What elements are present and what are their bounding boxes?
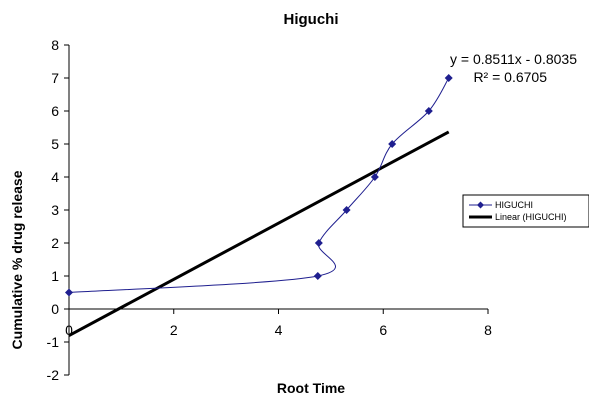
markers-layer bbox=[65, 74, 453, 297]
axes bbox=[64, 44, 489, 376]
data-point-marker bbox=[444, 74, 453, 82]
data-point-marker bbox=[313, 272, 322, 280]
chart-title: Higuchi bbox=[284, 11, 339, 28]
x-tick-label: 8 bbox=[484, 322, 492, 338]
y-tick-label: 1 bbox=[51, 268, 59, 284]
x-tick-label: 0 bbox=[65, 322, 73, 338]
data-point-marker bbox=[388, 140, 397, 148]
trendline-layer bbox=[68, 130, 450, 337]
data-point-marker bbox=[370, 173, 379, 181]
y-tick-label: 5 bbox=[51, 136, 59, 152]
trendline bbox=[68, 130, 450, 337]
data-point-marker bbox=[342, 206, 351, 214]
tick-labels: -2 -1 0 1 2 3 4 5 6 7 8 0 2 4 6 8 bbox=[47, 37, 493, 383]
data-point-marker bbox=[424, 107, 433, 115]
y-axis-title: Cumulative % drug release bbox=[9, 170, 25, 349]
series-line-higuchi bbox=[68, 77, 450, 293]
series-layer bbox=[68, 77, 450, 293]
trend-r-squared: R² = 0.6705 bbox=[473, 69, 547, 85]
x-tick-label: 4 bbox=[275, 322, 283, 338]
y-tick-label: 8 bbox=[51, 37, 59, 53]
data-point-marker bbox=[314, 239, 323, 247]
y-tick-label: 0 bbox=[51, 301, 59, 317]
y-tick-label: -2 bbox=[47, 367, 60, 383]
legend-label-higuchi: HIGUCHI bbox=[495, 200, 533, 210]
legend-box bbox=[462, 194, 589, 228]
data-point-marker bbox=[65, 288, 73, 297]
y-tick-label: 2 bbox=[51, 235, 59, 251]
x-axis-title: Root Time bbox=[277, 380, 345, 396]
x-tick-label: 2 bbox=[170, 322, 178, 338]
trend-equation: y = 0.8511x - 0.8035 bbox=[450, 51, 577, 67]
legend-marker-higuchi bbox=[477, 201, 484, 209]
legend: HIGUCHI Linear (HIGUCHI) bbox=[462, 194, 589, 228]
y-tick-label: 4 bbox=[51, 169, 59, 185]
y-tick-label: 3 bbox=[51, 202, 59, 218]
legend-label-linear: Linear (HIGUCHI) bbox=[495, 212, 567, 222]
x-tick-label: 6 bbox=[379, 322, 387, 338]
y-tick-label: 6 bbox=[51, 103, 59, 119]
y-tick-label: -1 bbox=[47, 334, 60, 350]
y-tick-label: 7 bbox=[51, 70, 59, 86]
